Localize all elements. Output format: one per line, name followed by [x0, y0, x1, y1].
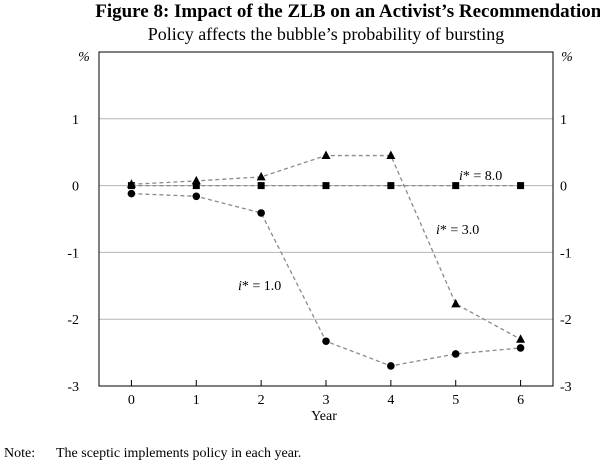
square-marker: [192, 182, 200, 190]
circle-marker: [257, 209, 265, 217]
note-label: Note:: [4, 446, 35, 461]
square-marker: [322, 182, 330, 190]
triangle-marker: [516, 334, 526, 343]
y-unit-right: %: [561, 50, 573, 65]
series-label-i3-main: i: [436, 223, 440, 238]
circle-marker: [127, 189, 136, 198]
series-label-i1-main: i: [238, 279, 242, 294]
square-marker: [257, 182, 265, 190]
plot-frame: [98, 51, 554, 387]
y-tick-label-left: 0: [72, 180, 79, 195]
y-tick-label-left: -1: [67, 246, 79, 261]
circle-marker: [387, 362, 395, 370]
x-tick-label: 5: [452, 393, 459, 408]
y-tick-label-right: 0: [560, 180, 567, 195]
x-tick-label: 4: [387, 393, 394, 408]
square-marker: [452, 182, 460, 190]
series-label-i8: i* = 8.0: [459, 169, 502, 184]
y-unit-left: %: [78, 50, 90, 65]
square-marker: [387, 182, 395, 190]
circle-marker: [451, 350, 460, 358]
x-axis-label: Year: [311, 409, 337, 424]
chart-title: Figure 8: Impact of the ZLB on an Activi…: [95, 1, 600, 22]
series-label-i8-rest: * = 8.0: [463, 169, 502, 184]
series-label-i3-rest: * = 3.0: [440, 223, 479, 238]
x-tick-label: 3: [323, 393, 330, 408]
triangle-marker: [256, 171, 266, 181]
circle-marker: [516, 344, 525, 352]
series-layer: [126, 150, 526, 370]
axis-ticks: 1 1 0 0 -1 -1 -2 -2 -3 -3 0 1 2 3 4 5 6: [67, 113, 571, 408]
x-tick-label: 6: [517, 393, 524, 408]
y-tick-label-right: 1: [560, 113, 567, 128]
triangle-marker: [126, 179, 136, 188]
y-tick-label-right: -1: [560, 246, 572, 261]
square-marker: [517, 182, 525, 190]
triangle-marker: [451, 298, 461, 308]
circle-marker: [322, 337, 330, 346]
triangle-marker: [321, 150, 331, 160]
y-tick-label-right: -3: [560, 380, 572, 395]
note-text: The sceptic implements policy in each ye…: [56, 446, 301, 461]
circle-marker: [192, 192, 201, 201]
y-tick-label-left: 1: [72, 113, 79, 128]
y-tick-label-left: -2: [67, 313, 79, 328]
x-tick-label: 1: [193, 393, 200, 408]
y-tick-label-right: -2: [560, 313, 572, 328]
series-label-i1-rest: * = 1.0: [242, 279, 281, 294]
x-tick-label: 2: [258, 393, 265, 408]
x-tick-label: 0: [128, 393, 135, 408]
series-label-i1: i* = 1.0: [238, 279, 281, 294]
y-tick-label-left: -3: [67, 380, 79, 395]
series-label-i3: i* = 3.0: [436, 223, 479, 238]
triangle-marker: [386, 150, 396, 160]
triangle-marker: [191, 175, 201, 185]
gridlines: [99, 118, 553, 320]
chart-subtitle: Policy affects the bubble’s probability …: [148, 24, 505, 44]
series-label-i8-main: i: [459, 169, 463, 184]
